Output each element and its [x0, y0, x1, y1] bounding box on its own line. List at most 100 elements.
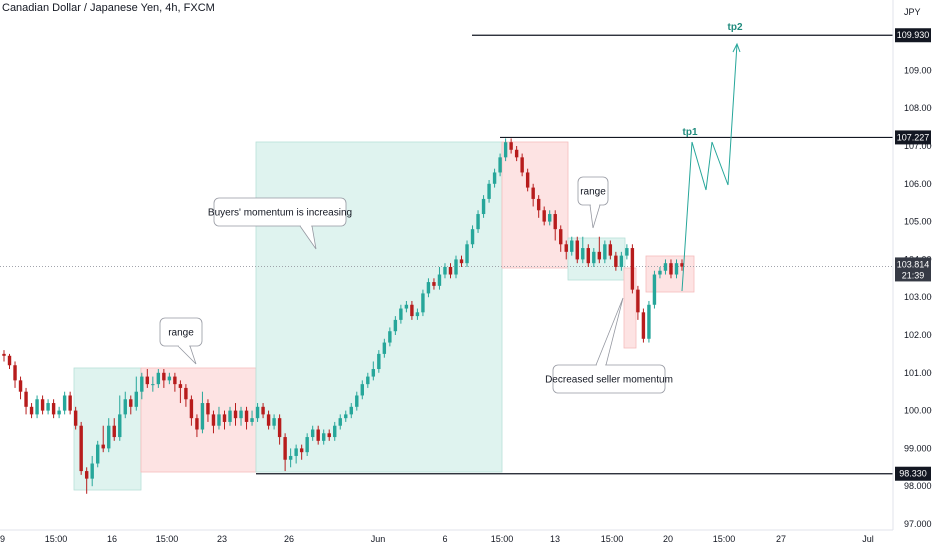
callout-tail: [589, 204, 601, 229]
candle-body: [608, 244, 613, 256]
candle-body: [151, 384, 155, 386]
annotation-text: Decreased seller momentum: [545, 375, 673, 386]
price-tick-label: 107.000: [904, 141, 932, 151]
time-tick-label: 6: [442, 534, 447, 544]
candle-body: [371, 369, 376, 377]
price-tick-label: 99.000: [904, 443, 932, 453]
candle-body: [272, 418, 276, 426]
callout-tail: [595, 297, 624, 366]
candle-body: [255, 406, 260, 419]
candle-body: [344, 414, 348, 419]
candle-body: [669, 263, 673, 275]
candle-body: [321, 433, 326, 441]
candle-body: [266, 414, 271, 426]
price-tick-label: 102.000: [904, 330, 932, 340]
candle-body: [156, 372, 161, 385]
candle-body: [564, 244, 568, 252]
candle-body: [674, 263, 679, 275]
candle-body: [195, 418, 199, 430]
candle-body: [184, 387, 188, 400]
candle-body: [399, 308, 403, 320]
candle-body: [647, 304, 651, 339]
candle-body: [294, 448, 298, 456]
candle-body: [233, 410, 238, 419]
level-lines: [0, 34, 893, 475]
candle-body: [57, 410, 61, 415]
candle-body: [29, 406, 34, 415]
candle-body: [481, 198, 486, 215]
candle-body: [355, 395, 359, 407]
candle-body: [658, 270, 662, 275]
candle-body: [448, 266, 453, 275]
time-tick-label: 26: [284, 534, 294, 544]
candle-body: [547, 214, 552, 222]
candle-body: [531, 187, 535, 199]
candle-body: [250, 418, 254, 422]
candle-body: [338, 418, 342, 426]
candle-body: [443, 266, 447, 275]
candle-body: [95, 444, 100, 464]
price-tick-label: 108.000: [904, 103, 932, 113]
candle-body: [327, 433, 331, 438]
candle-body: [415, 312, 420, 317]
callout-box: [213, 197, 347, 227]
candle-body: [239, 410, 243, 419]
candle-body: [217, 414, 221, 426]
candle-body: [145, 376, 150, 385]
level-label: 107.227: [897, 132, 930, 142]
candle-body: [625, 248, 629, 256]
time-tick-label: 16: [107, 534, 117, 544]
candle-body: [619, 255, 624, 267]
callout-box: [552, 364, 666, 394]
candle-body: [178, 384, 183, 388]
candle-body: [140, 376, 144, 392]
time-tick-label: Jul: [862, 534, 874, 544]
countdown-label: 21:39: [902, 270, 925, 280]
candle-body: [277, 418, 282, 438]
candle-body: [222, 414, 227, 422]
candle-body: [514, 149, 519, 158]
candle-body: [360, 384, 365, 396]
candle-body: [73, 410, 78, 426]
candle-body: [167, 376, 172, 381]
candle-body: [283, 437, 287, 460]
candle-body: [79, 425, 83, 472]
current-price-label: 103.814: [897, 259, 930, 269]
callout-tail: [177, 345, 197, 365]
time-tick-label: 15:00: [601, 534, 624, 544]
candle-body: [134, 391, 139, 407]
time-axis[interactable]: 9 15:00 16 15:00 23 26 Jun 6 15:00 13 15:00 20 15:00…: [0, 529, 893, 544]
candle-body: [13, 365, 17, 381]
candle-body: [101, 444, 105, 449]
candles: [2, 138, 684, 494]
candle-body: [40, 399, 45, 411]
price-tick-label: 103.000: [904, 292, 932, 302]
candle-body: [349, 406, 353, 415]
candle-body: [581, 248, 585, 260]
price-tick-label: 97.000: [904, 519, 932, 529]
time-tick-label: 23: [217, 534, 227, 544]
candle-body: [366, 376, 370, 385]
candle-body: [107, 425, 111, 449]
candle-body: [454, 259, 458, 275]
candle-body: [316, 429, 320, 441]
candle-body: [7, 355, 12, 366]
zone-box: [623, 267, 637, 349]
candle-body: [2, 353, 6, 356]
candle-body: [536, 198, 541, 211]
candle-body: [652, 274, 657, 305]
price-axis[interactable]: JPY 109.930 107.227 98.330 97.000 98.000 99.0…: [892, 0, 932, 530]
candle-body: [636, 289, 640, 313]
level-label: 98.330: [899, 469, 927, 479]
time-tick-label: 27: [776, 534, 786, 544]
candle-body: [310, 429, 315, 438]
candle-body: [51, 403, 56, 415]
candle-body: [575, 240, 579, 260]
candle-body: [261, 406, 265, 415]
candle-body: [432, 282, 436, 286]
price-tick-label: 101.000: [904, 368, 932, 378]
candle-body: [476, 214, 480, 230]
zone-box: [501, 141, 569, 269]
time-tick-label: 15:00: [45, 534, 68, 544]
